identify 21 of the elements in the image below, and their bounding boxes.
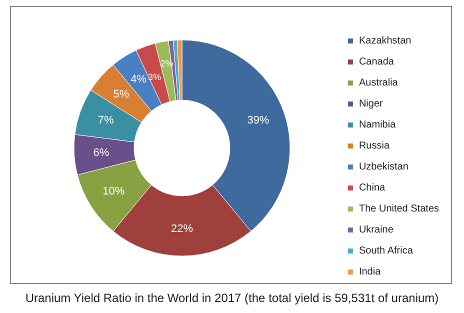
- legend-label: China: [358, 182, 386, 194]
- data-label: 4%: [130, 74, 147, 86]
- data-label: 6%: [93, 147, 110, 160]
- legend-label: Russia: [358, 140, 390, 152]
- legend-label: Namibia: [358, 120, 396, 130]
- legend-label: The United States: [358, 204, 440, 214]
- text: Uranium Yield Ratio in the World in 2017 (the total yield is 59,531t of uranium): [25, 291, 439, 305]
- legend-label: Niger: [358, 98, 384, 110]
- data-label: 3%: [148, 72, 162, 82]
- legend-label: South Africa: [358, 246, 414, 256]
- legend-label: India: [358, 266, 382, 278]
- data-label: 7%: [98, 114, 114, 127]
- data-label: 22%: [170, 223, 194, 235]
- legend-label: Kazakhstan: [358, 36, 412, 46]
- legend-label: Canada: [358, 56, 394, 68]
- legend-label: Australia: [358, 78, 398, 88]
- legend-label: Uzbekistan: [358, 162, 408, 172]
- data-label: 5%: [113, 88, 130, 100]
- legend-label: Ukraine: [358, 224, 394, 236]
- data-label: 39%: [247, 114, 270, 127]
- data-label: 10%: [102, 185, 125, 198]
